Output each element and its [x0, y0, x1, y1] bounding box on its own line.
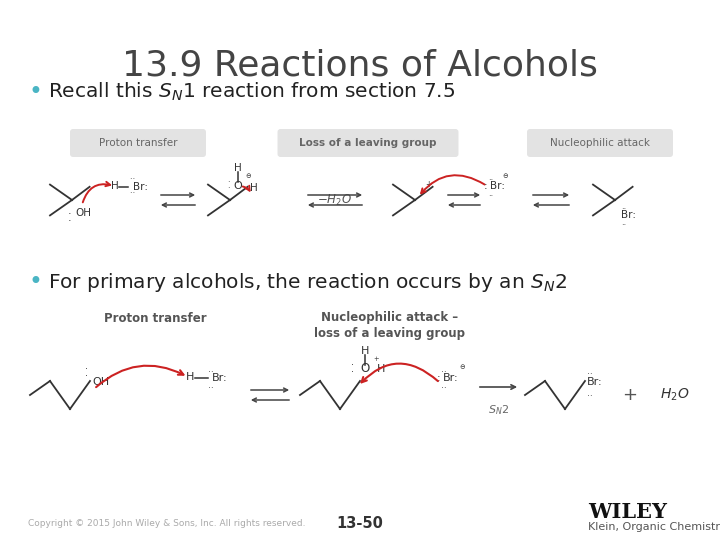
Text: Br:: Br:	[621, 210, 636, 220]
Text: 13.9 Reactions of Alcohols: 13.9 Reactions of Alcohols	[122, 48, 598, 82]
Text: •: •	[28, 270, 42, 294]
Text: OH: OH	[75, 208, 91, 218]
Text: $S_N$2: $S_N$2	[488, 403, 510, 417]
Text: +: +	[623, 386, 637, 404]
Text: H: H	[186, 372, 194, 382]
Text: $^\ominus$: $^\ominus$	[244, 173, 252, 183]
Text: O: O	[233, 181, 243, 191]
Text: Br:: Br:	[443, 373, 459, 383]
Text: $^\ominus$: $^\ominus$	[501, 173, 509, 183]
Text: H: H	[234, 163, 242, 173]
Text: Nucleophilic attack: Nucleophilic attack	[550, 138, 650, 148]
Text: Br:: Br:	[212, 373, 228, 383]
Text: Proton transfer: Proton transfer	[99, 138, 177, 148]
Text: ..: ..	[208, 366, 214, 375]
Text: ..: ..	[587, 367, 593, 375]
FancyBboxPatch shape	[527, 129, 673, 157]
Text: Br:: Br:	[490, 181, 505, 191]
Text: Recall this $S_N$1 reaction from section 7.5: Recall this $S_N$1 reaction from section…	[48, 81, 455, 103]
Text: Br:: Br:	[587, 377, 603, 387]
Text: ..: ..	[208, 381, 214, 390]
Text: Proton transfer: Proton transfer	[104, 312, 207, 325]
Text: $-H_2O$: $-H_2O$	[318, 192, 353, 207]
Text: WILEY: WILEY	[588, 502, 667, 522]
Text: H: H	[111, 181, 119, 191]
Text: ··: ··	[130, 176, 138, 185]
Text: ⁚: ⁚	[228, 181, 230, 191]
FancyBboxPatch shape	[277, 129, 459, 157]
Text: Br:: Br:	[133, 182, 148, 192]
Text: ..: ..	[488, 190, 493, 199]
Text: :: :	[483, 181, 487, 191]
Text: OH: OH	[92, 377, 109, 387]
Text: loss of a leaving group: loss of a leaving group	[315, 327, 466, 341]
Text: •: •	[28, 80, 42, 104]
Text: $^\ominus$: $^\ominus$	[458, 364, 467, 374]
Text: $^+$: $^+$	[372, 356, 380, 366]
Text: $H_2O$: $H_2O$	[660, 387, 689, 403]
Text: Copyright © 2015 John Wiley & Sons, Inc. All rights reserved.: Copyright © 2015 John Wiley & Sons, Inc.…	[28, 519, 305, 529]
Text: ..: ..	[621, 218, 626, 227]
Text: ..: ..	[441, 381, 446, 390]
Text: ··: ··	[130, 190, 138, 199]
Text: Loss of a leaving group: Loss of a leaving group	[300, 138, 437, 148]
Text: ⁚: ⁚	[68, 213, 72, 223]
Text: ⁚: ⁚	[351, 364, 354, 374]
Text: Nucleophilic attack –: Nucleophilic attack –	[321, 312, 459, 325]
Text: ⁚: ⁚	[84, 368, 88, 378]
FancyBboxPatch shape	[70, 129, 206, 157]
Text: For primary alcohols, the reaction occurs by an $S_N$2: For primary alcohols, the reaction occur…	[48, 271, 567, 294]
Text: ..: ..	[587, 388, 593, 397]
Text: 13-50: 13-50	[336, 516, 384, 531]
Text: Klein, Organic Chemistry 2e: Klein, Organic Chemistry 2e	[588, 522, 720, 532]
Text: H: H	[361, 346, 369, 356]
Text: H: H	[377, 364, 385, 374]
Text: ..: ..	[441, 366, 446, 375]
Text: :: :	[436, 373, 440, 383]
Text: H: H	[250, 183, 258, 193]
Text: ..: ..	[621, 202, 626, 211]
Text: $^+$: $^+$	[424, 180, 433, 190]
Text: O: O	[361, 362, 369, 375]
Text: ..: ..	[488, 173, 493, 183]
